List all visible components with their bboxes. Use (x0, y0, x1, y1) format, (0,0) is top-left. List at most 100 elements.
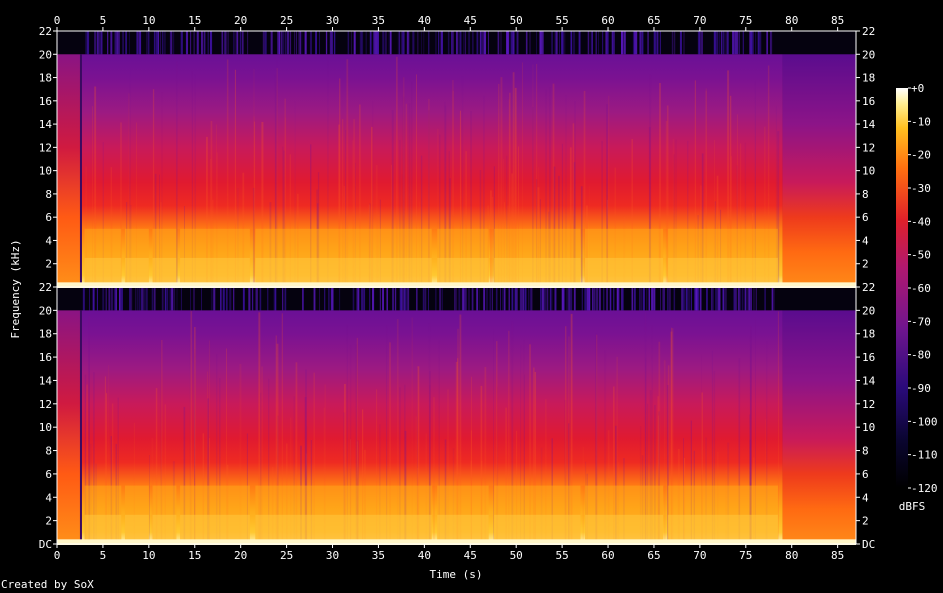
noise-streak (365, 31, 367, 55)
texture-line (219, 378, 221, 544)
texture-line (339, 78, 341, 288)
noise-streak (388, 31, 390, 55)
texture-line (190, 311, 193, 544)
channel-frame (56, 30, 857, 288)
texture-line (447, 389, 449, 544)
texture-line (493, 166, 495, 287)
texture-line (111, 403, 114, 544)
low-band-core (180, 257, 250, 287)
texture-line (253, 116, 255, 287)
noise-streak (529, 31, 531, 55)
noise-streak (421, 31, 422, 55)
noise-streak (715, 287, 718, 311)
noise-streak (386, 287, 388, 311)
texture-line (754, 81, 756, 288)
noise-streak (595, 31, 597, 55)
texture-line (324, 384, 326, 544)
noise-streak (671, 31, 674, 55)
noise-streak (170, 287, 173, 311)
noise-streak (647, 31, 649, 55)
noise-streak (379, 287, 381, 311)
texture-line (254, 121, 256, 287)
noise-streak (242, 287, 245, 311)
colorbar-tick-label: +0 (911, 82, 924, 95)
noise-streak (259, 287, 262, 311)
noise-streak (713, 287, 714, 311)
noise-streak (520, 287, 522, 311)
texture-line (420, 155, 423, 287)
noise-streak (653, 31, 655, 55)
texture-line (161, 340, 163, 544)
noise-streak (737, 287, 740, 311)
noise-streak (122, 31, 124, 55)
noise-streak (397, 31, 400, 55)
noise-streak (226, 287, 228, 311)
texture-line (355, 343, 358, 544)
noise-streak (141, 287, 142, 311)
texture-line (737, 114, 738, 287)
noise-streak (716, 31, 718, 55)
texture-line (529, 344, 531, 544)
texture-line (532, 107, 534, 287)
texture-line (694, 80, 696, 288)
y-tick-label-left: 18 (39, 72, 52, 85)
noise-streak (681, 287, 683, 311)
noise-streak (713, 31, 716, 55)
y-tick-label-right: 10 (862, 421, 875, 434)
noise-streak (119, 287, 121, 311)
y-tick-label-left: DC (39, 538, 52, 551)
spectrogram-channel-1 (56, 30, 857, 288)
x-tick-label-bottom: 5 (100, 549, 107, 562)
y-tick-label-left: 10 (39, 165, 52, 178)
low-band-core (585, 257, 664, 287)
texture-line (84, 374, 87, 544)
noise-streak (399, 31, 401, 55)
texture-line (455, 361, 458, 544)
noise-streak (685, 287, 687, 311)
noise-streak (691, 287, 692, 311)
texture-line (404, 384, 406, 544)
texture-line (293, 396, 295, 544)
texture-line (341, 119, 344, 287)
noise-streak (696, 287, 699, 311)
texture-line (518, 146, 519, 287)
noise-streak (612, 31, 614, 55)
texture-line (283, 150, 285, 287)
noise-streak (180, 287, 182, 311)
noise-streak (516, 31, 518, 55)
noise-streak (613, 31, 615, 55)
noise-streak (690, 287, 692, 311)
noise-streak (531, 287, 533, 311)
noise-streak (517, 287, 518, 311)
noise-streak (112, 287, 114, 311)
noise-streak (544, 287, 546, 311)
noise-streak (114, 287, 116, 311)
noise-streak (147, 31, 150, 55)
texture-line (767, 65, 770, 287)
x-tick-label-bottom: 75 (739, 549, 752, 562)
y-tick-label-right: 18 (862, 72, 875, 85)
texture-line (552, 83, 555, 287)
colorbar-tick-label: -110 (911, 449, 938, 462)
texture-line (777, 131, 780, 287)
y-tick-label-left: 8 (45, 188, 52, 201)
texture-line (665, 121, 668, 287)
texture-line (276, 343, 279, 544)
y-tick-label-right: 4 (862, 491, 869, 504)
texture-line (239, 363, 242, 544)
texture-line (523, 339, 525, 544)
noise-streak (144, 287, 146, 311)
noise-streak (201, 287, 202, 311)
texture-line (667, 365, 670, 544)
noise-streak (458, 287, 461, 311)
texture-line (687, 140, 689, 287)
texture-line (666, 105, 669, 287)
noise-streak (554, 31, 557, 55)
noise-streak (551, 287, 553, 311)
x-tick-label-top: 30 (326, 14, 339, 27)
texture-line (428, 98, 430, 288)
texture-line (452, 90, 455, 287)
y-tick-label-left: 16 (39, 95, 52, 108)
noise-streak (248, 287, 251, 311)
